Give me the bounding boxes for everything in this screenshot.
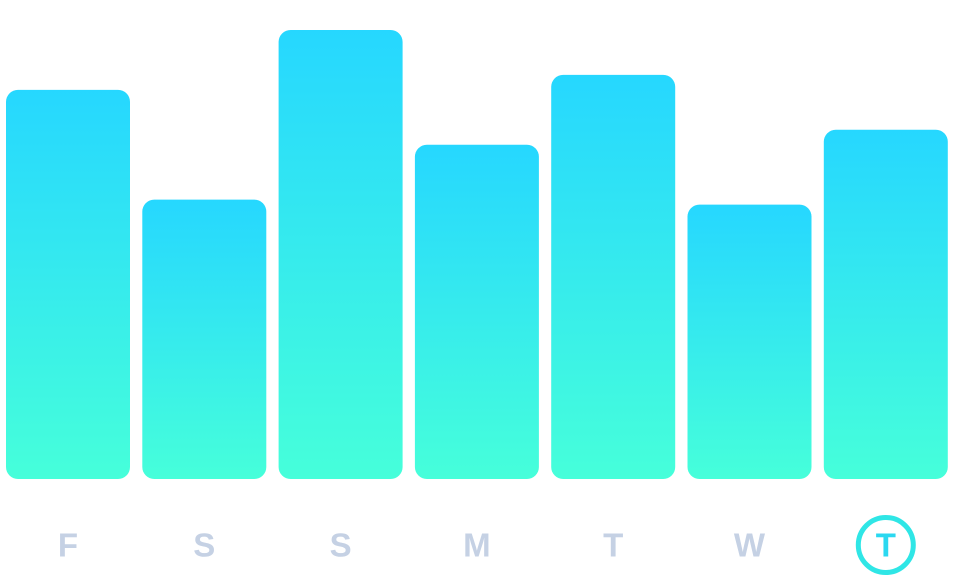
x-tick-label-1[interactable]: S — [193, 527, 215, 564]
bar-group — [6, 29, 948, 480]
x-tick-label-4[interactable]: T — [603, 527, 623, 564]
bar-4[interactable] — [551, 74, 676, 479]
x-tick-label-6[interactable]: T — [876, 527, 896, 564]
x-tick-label-0[interactable]: F — [58, 527, 78, 564]
x-tick-label-5[interactable]: W — [734, 527, 766, 564]
bar-3[interactable] — [414, 144, 539, 479]
bar-1[interactable] — [142, 199, 267, 480]
x-tick-label-2[interactable]: S — [330, 527, 352, 564]
bar-0[interactable] — [6, 89, 130, 479]
selected-day-ring — [855, 515, 916, 575]
bar-6[interactable] — [823, 129, 948, 479]
bar-2[interactable] — [278, 29, 403, 479]
x-tick-label-3[interactable]: M — [463, 527, 491, 564]
bar-5[interactable] — [687, 204, 812, 479]
